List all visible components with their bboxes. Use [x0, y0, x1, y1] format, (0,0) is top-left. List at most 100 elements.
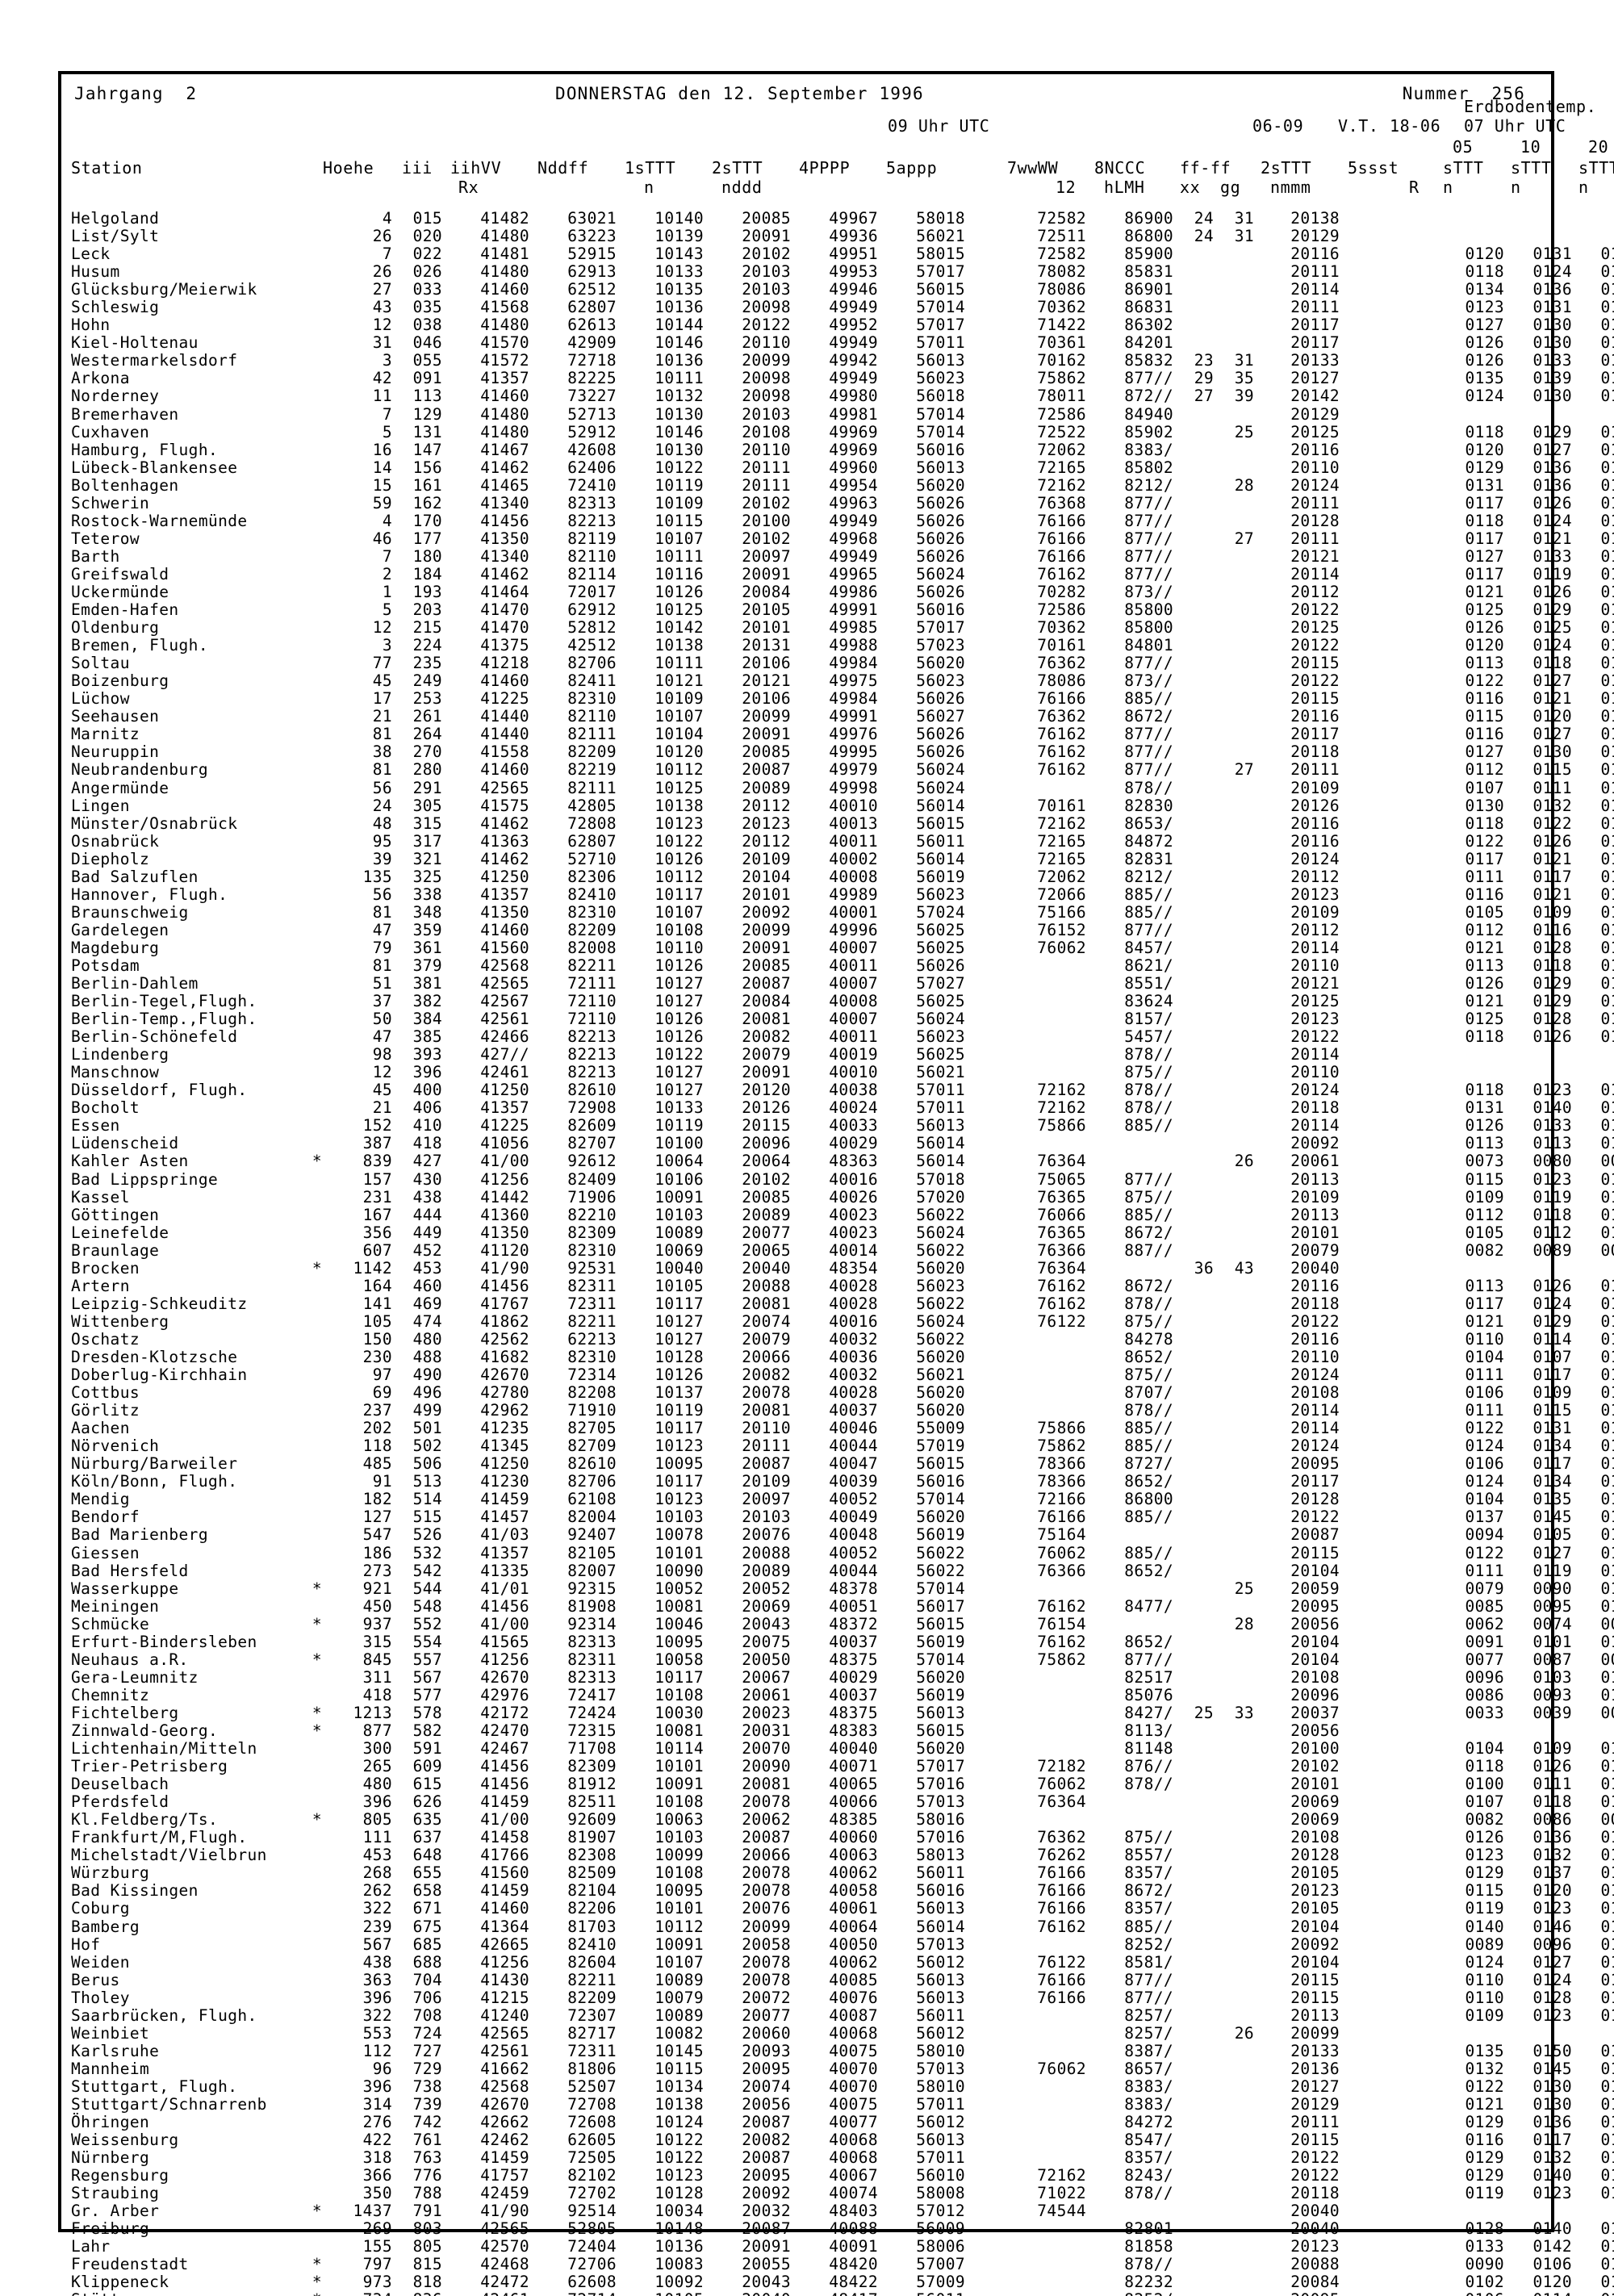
cell-soiltemp-20: 0116 [1600, 778, 1614, 797]
cell-nddff: 82213 [567, 1027, 617, 1047]
cell-2sttt: 20076 [742, 1525, 791, 1545]
station-id: 567 [412, 1667, 442, 1687]
cell-soiltemp-10: 0114 [1511, 2291, 1572, 2296]
cell-soiltemp-20: 0146 [1600, 458, 1614, 477]
cell-5appp: 57011 [916, 2094, 965, 2114]
cell-2sttt: 20064 [742, 1152, 791, 1171]
cell-4pppp: 40060 [829, 1828, 878, 1847]
cell-5appp: 56026 [916, 725, 965, 744]
cell-soiltemp-10: 0130 [1532, 2076, 1572, 2096]
cell-7wwww: 76368 [1037, 493, 1086, 512]
station-id: 156 [412, 458, 442, 477]
station-altitude: 805 [362, 1810, 392, 1830]
station-altitude: 118 [362, 1437, 392, 1456]
cell-soiltemp-05: 0104 [1465, 1739, 1504, 1759]
cell-soiltemp-05: 0133 [1465, 2237, 1504, 2256]
cell-1sttt: 10127 [654, 1311, 704, 1331]
cell-soiltemp-05: 0124 [1465, 1952, 1504, 1972]
cell-nddff: 82706 [567, 654, 617, 673]
cell-8nccc: 8387/ [1124, 2041, 1173, 2060]
cell-2sttt-vt: 20115 [1290, 654, 1340, 673]
station-altitude: 366 [362, 2166, 392, 2185]
cell-soiltemp-05: 0118 [1465, 1081, 1504, 1100]
table-row: Stuttgart, Flugh. 396 738 42568 52507 10134 20… [71, 2076, 1614, 2096]
cell-7wwww: 70362 [1037, 618, 1086, 638]
cell-5appp: 56024 [916, 1223, 965, 1242]
cell-1sttt: 10136 [654, 298, 704, 317]
cell-1sttt: 10136 [654, 2237, 704, 2256]
cell-nddff: 82717 [567, 2023, 617, 2043]
cell-7wwww: 76162 [1037, 1596, 1086, 1616]
station-id: 193 [412, 582, 442, 601]
cell-7wwww: 76162 [1037, 1632, 1086, 1651]
cell-iihvv: 41467 [480, 440, 529, 459]
cell-iihvv: 41662 [480, 2059, 529, 2078]
cell-2sttt: 20087 [742, 1454, 791, 1474]
cell-2sttt: 20079 [742, 1045, 791, 1064]
cell-4pppp: 40016 [829, 1169, 878, 1189]
cell-4pppp: 40010 [829, 1063, 878, 1082]
station-altitude: 182 [362, 1490, 392, 1509]
cell-soiltemp-10: 0130 [1532, 387, 1572, 406]
cell-5appp: 56022 [916, 1329, 965, 1349]
station-altitude: 265 [362, 1757, 392, 1776]
cell-nddff: 82310 [567, 689, 617, 709]
cell-nddff: 62605 [567, 2131, 617, 2150]
cell-4pppp: 40048 [829, 1525, 878, 1545]
table-row: Hof 567 685 42665 82410 10091 20058 40050 57013 8… [71, 1935, 1614, 1954]
station-name: Stuttgart, Flugh. [71, 2076, 238, 2096]
station-id: 675 [412, 1917, 442, 1936]
cell-1sttt: 10034 [654, 2202, 704, 2221]
station-name: Arkona [71, 369, 130, 388]
cell-4pppp: 40068 [829, 2131, 878, 2150]
cell-soiltemp-05: 0115 [1465, 1881, 1504, 1901]
cell-2sttt: 20088 [742, 1543, 791, 1562]
cell-iihvv: 42461 [480, 1063, 529, 1082]
station-altitude: 42 [372, 369, 392, 388]
cell-2sttt-vt: 20114 [1290, 564, 1340, 583]
cell-nddff: 81703 [567, 1917, 617, 1936]
station-altitude: 105 [362, 1311, 392, 1331]
cell-1sttt: 10111 [654, 546, 704, 566]
cell-nddff: 72311 [567, 2041, 617, 2060]
cell-2sttt-vt: 20124 [1290, 849, 1340, 868]
cell-soiltemp-10: 0132 [1532, 2148, 1572, 2168]
station-name: Lichtenhain/Mitteln [71, 1739, 257, 1759]
station-id: 578 [412, 1703, 442, 1722]
header-erdbodentemp-title: Erdbodentemp. [1464, 97, 1597, 116]
cell-2sttt: 20087 [742, 2148, 791, 2168]
station-id: 038 [412, 316, 442, 335]
cell-soiltemp-20: 0097 [1600, 1810, 1614, 1830]
table-row: Tholey 396 706 41215 82209 10079 20072 40076 560… [71, 1989, 1614, 2007]
cell-1sttt: 10142 [654, 618, 704, 638]
cell-iihvv: 41470 [480, 618, 529, 638]
cell-1sttt: 10119 [654, 1116, 704, 1135]
cell-1sttt: 10111 [654, 654, 704, 673]
cell-soiltemp-20: 0123 [1578, 2291, 1614, 2296]
table-row: Görlitz 237 499 42962 71910 10119 20081 40037 56… [71, 1402, 1614, 1420]
cell-2sttt-vt: 20128 [1290, 1846, 1340, 1865]
cell-iihvv: 41250 [480, 1081, 529, 1100]
cell-soiltemp-20: 0139 [1600, 493, 1614, 512]
cell-2sttt: 20102 [742, 529, 791, 548]
cell-2sttt-vt: 20108 [1290, 1667, 1340, 1687]
table-row: Angermünde 56 291 42565 82111 10125 20089 49998… [71, 779, 1614, 797]
cell-nddff: 62807 [567, 298, 617, 317]
cell-soiltemp-05: 0124 [1465, 387, 1504, 406]
station-name: Freudenstadt [71, 2255, 189, 2274]
cell-5appp: 56025 [916, 1045, 965, 1064]
cell-nddff: 52710 [567, 849, 617, 868]
cell-nddff: 82709 [567, 1437, 617, 1456]
cell-soiltemp-20: 0127 [1600, 1134, 1614, 1153]
cell-4pppp: 40028 [829, 1294, 878, 1313]
cell-5appp: 56025 [916, 992, 965, 1011]
cell-8nccc: 82517 [1124, 1667, 1173, 1687]
cell-2sttt: 20040 [742, 1258, 791, 1278]
cell-5appp: 56023 [916, 1276, 965, 1295]
cell-8nccc: 877// [1124, 1650, 1173, 1669]
cell-5appp: 56026 [916, 546, 965, 566]
station-id: 180 [412, 546, 442, 566]
cell-8nccc: 885// [1124, 1116, 1173, 1135]
station-name: Dresden-Klotzsche [71, 1348, 238, 1366]
